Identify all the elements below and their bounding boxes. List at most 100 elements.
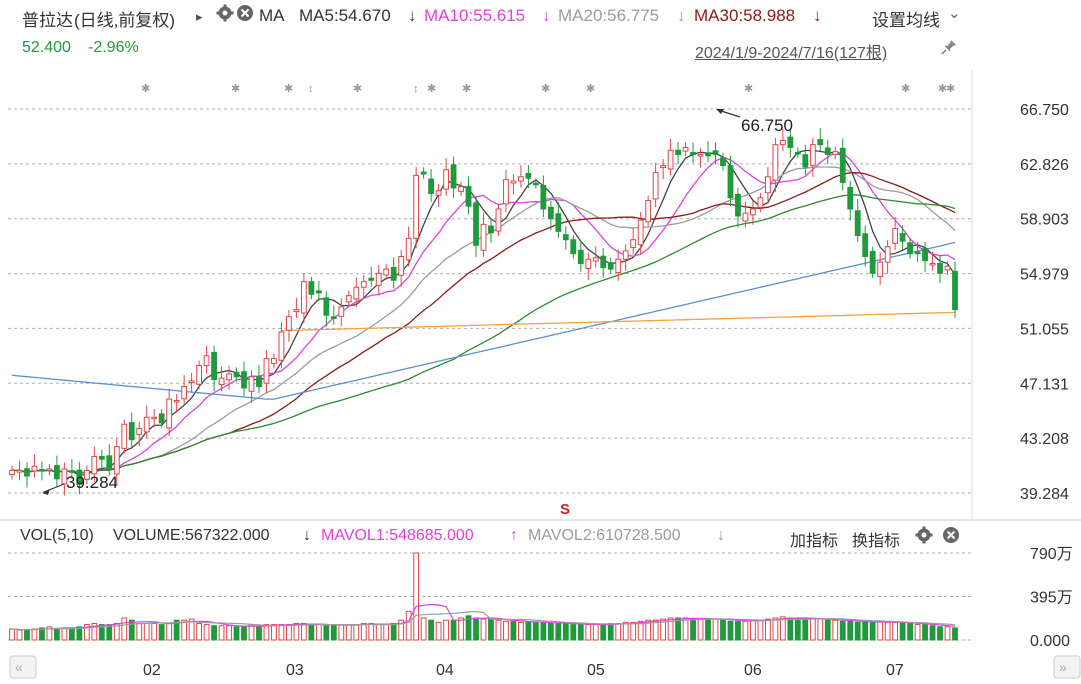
event-marker-icon[interactable]: ✱ (938, 83, 947, 95)
add-indicator-button[interactable]: 加指标 (790, 533, 839, 550)
volume-bar (495, 619, 502, 641)
candle-up (166, 398, 173, 429)
s-marker: S (560, 501, 570, 518)
mavol2-arrow-icon: ↓ (717, 527, 725, 544)
candle-up (263, 358, 270, 384)
gear-icon[interactable] (216, 4, 234, 27)
date-range[interactable]: 2024/1/9-2024/7/16(127根) (695, 45, 888, 62)
candle-down (525, 172, 532, 179)
volume-bar (31, 628, 38, 641)
ma5-line (12, 149, 956, 476)
volume-bar (188, 618, 195, 641)
candle-up (809, 144, 816, 166)
expand-arrow-icon[interactable]: ▸ (196, 9, 203, 24)
volume-bar (712, 618, 719, 641)
vol-close-icon[interactable] (942, 526, 960, 549)
chevron-down-icon[interactable]: ⌄ (948, 5, 961, 22)
scroll-right-button[interactable]: » (1053, 655, 1081, 679)
volume-bar (690, 618, 696, 641)
volume-bar (24, 629, 30, 641)
candle-down (368, 277, 375, 281)
price-tick-label: 62.826 (1020, 157, 1069, 174)
ma-settings-button[interactable]: 设置均线 (872, 11, 940, 30)
candle-down (128, 422, 135, 441)
volume-bar (405, 610, 412, 641)
volume-bar (824, 619, 831, 641)
volume-bar (435, 621, 442, 641)
candle-down (241, 371, 247, 389)
event-marker-icon[interactable]: ✱ (744, 83, 753, 95)
candle-up (877, 261, 884, 278)
event-marker-icon[interactable]: ✱ (231, 83, 240, 95)
volume-bar (518, 621, 524, 641)
current-price: 52.400 (22, 39, 71, 56)
volume-bar (720, 619, 726, 641)
volume-ma (11, 603, 956, 631)
volume-bar (308, 624, 315, 641)
volume-bars (9, 552, 958, 641)
candle-down (98, 455, 105, 460)
stock-name: 普拉达 (22, 11, 73, 30)
candle-up (293, 309, 300, 313)
volume-bar (16, 629, 23, 641)
event-marker-icon[interactable]: ✱ (946, 83, 955, 95)
candle-down (473, 202, 479, 246)
volume-bar (218, 625, 225, 641)
volume-bar (630, 621, 637, 641)
candle-up (435, 190, 442, 196)
event-marker-icon[interactable]: ✱ (586, 83, 595, 95)
candle-down (817, 139, 824, 146)
volume-bar (360, 622, 367, 641)
candle-up (779, 139, 786, 146)
volume-bar (532, 621, 539, 641)
candle-up (360, 281, 367, 288)
candle-up (353, 286, 360, 300)
vol-gear-icon[interactable] (915, 526, 933, 549)
volume-bar (645, 619, 652, 641)
event-marker-icon[interactable]: ↕ (308, 83, 314, 95)
volume-bar (892, 621, 899, 641)
pin-icon[interactable] (940, 38, 958, 61)
volume-bar (211, 625, 217, 641)
volume-bar (420, 617, 427, 641)
volume-bar (241, 626, 247, 641)
volume-bar (944, 626, 951, 641)
candle-up (518, 176, 524, 182)
volume-bar (682, 617, 689, 641)
event-marker-icon[interactable]: ✱ (284, 83, 293, 95)
volume-bar (181, 619, 188, 641)
event-marker-icon[interactable]: ✱ (141, 83, 150, 95)
mavol2-value: MAVOL2:610728.500 (528, 527, 681, 544)
event-marker-icon[interactable]: ✱ (427, 83, 436, 95)
volume-bar (615, 622, 622, 641)
candle-up (286, 316, 292, 331)
close-icon[interactable] (236, 4, 254, 27)
candle-up (338, 306, 345, 317)
candle-down (675, 149, 681, 155)
candle-up (510, 180, 517, 184)
switch-indicator-button[interactable]: 换指标 (852, 533, 901, 550)
candle-down (577, 249, 584, 264)
event-marker-icon[interactable]: ↕ (413, 83, 419, 95)
event-marker-icon[interactable]: ✱ (353, 83, 362, 95)
scroll-left-button[interactable]: « (9, 655, 37, 679)
candle-down (720, 157, 726, 167)
volume-bar (271, 624, 277, 641)
volume-bar (315, 624, 322, 641)
volume-axis: 790万 395万 0.000 (1030, 546, 1073, 650)
candle-down (802, 154, 809, 168)
candle-down (540, 184, 547, 210)
event-marker-icon[interactable]: ✱ (901, 83, 910, 95)
volume-bar (869, 621, 876, 641)
volume-bar (39, 627, 45, 641)
chart-mode[interactable]: (日线,前复权) (74, 11, 176, 30)
event-marker-icon[interactable]: ✱ (541, 83, 550, 95)
time-tick-label: 04 (436, 662, 454, 679)
candle-down (39, 469, 45, 472)
ma60-line (12, 194, 956, 474)
event-marker-icon[interactable]: ✱ (462, 83, 471, 95)
candle-down (839, 147, 846, 183)
ma30-arrow-icon: ↓ (813, 6, 822, 25)
volume-bar (907, 622, 913, 641)
